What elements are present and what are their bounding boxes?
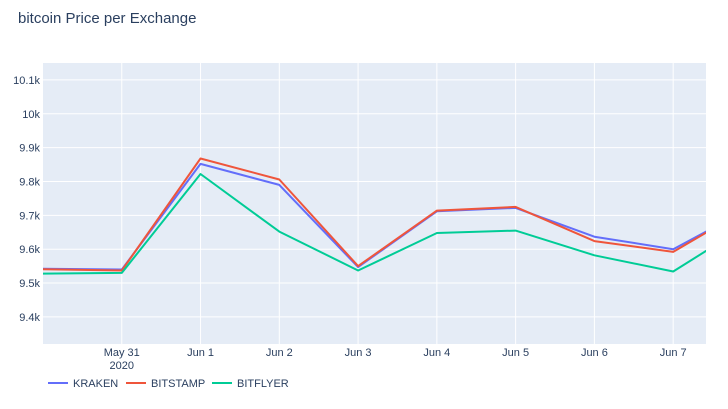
series-line-bitstamp <box>43 157 706 272</box>
x-tick-label: Jun 7 <box>660 347 687 359</box>
y-tick-label: 9.4k <box>19 312 40 324</box>
x-tick-label: Jun 2 <box>266 347 293 359</box>
legend-label: BITSTAMP <box>151 378 205 390</box>
y-tick-label: 10k <box>22 109 40 121</box>
y-tick-label: 9.5k <box>19 278 40 290</box>
x-tick-label: Jun 6 <box>581 347 608 359</box>
legend[interactable]: KRAKEN BITSTAMP BITFLYER <box>48 378 289 390</box>
y-axis-ticks: 9.4k 9.5k 9.6k 9.7k 9.8k 9.9k 10k 10.1k <box>13 75 40 324</box>
legend-item-bitstamp[interactable]: BITSTAMP <box>126 378 205 390</box>
x-tick-label: Jun 4 <box>423 347 450 359</box>
x-tick-label: Jun 1 <box>187 347 214 359</box>
x-tick-label: May 31 <box>104 347 140 359</box>
gridlines <box>43 63 706 344</box>
legend-label: BITFLYER <box>237 378 289 390</box>
legend-item-kraken[interactable]: KRAKEN <box>48 378 118 390</box>
series-line-bitflyer <box>43 173 706 275</box>
x-tick-label: 2020 <box>110 360 134 372</box>
series-lines <box>43 157 706 275</box>
y-tick-label: 9.9k <box>19 143 40 155</box>
plot-area <box>43 63 706 344</box>
x-tick-label: Jun 5 <box>502 347 529 359</box>
chart-title: bitcoin Price per Exchange <box>18 10 196 27</box>
legend-label: KRAKEN <box>73 378 118 390</box>
legend-item-bitflyer[interactable]: BITFLYER <box>212 378 289 390</box>
y-tick-label: 10.1k <box>13 75 40 87</box>
y-tick-label: 9.7k <box>19 210 40 222</box>
y-tick-label: 9.6k <box>19 244 40 256</box>
x-tick-label: Jun 3 <box>345 347 372 359</box>
y-tick-label: 9.8k <box>19 176 40 188</box>
